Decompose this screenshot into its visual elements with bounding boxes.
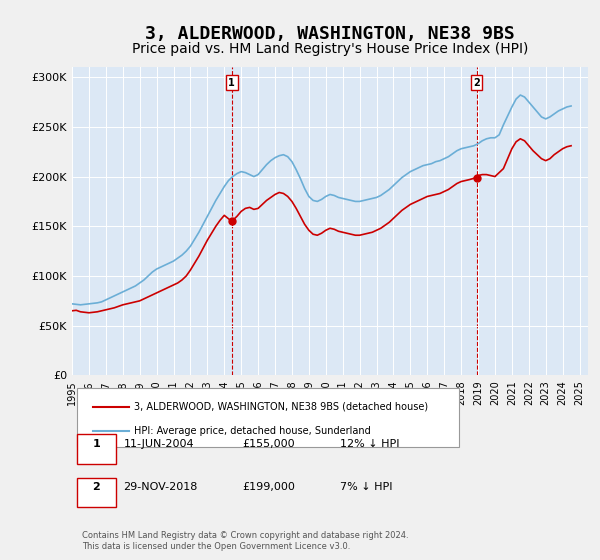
Text: 3, ALDERWOOD, WASHINGTON, NE38 9BS: 3, ALDERWOOD, WASHINGTON, NE38 9BS: [145, 25, 515, 43]
Text: 1: 1: [229, 78, 235, 87]
FancyBboxPatch shape: [77, 388, 459, 446]
Text: HPI: Average price, detached house, Sunderland: HPI: Average price, detached house, Sund…: [134, 426, 371, 436]
Text: 1: 1: [92, 439, 100, 449]
Text: 29-NOV-2018: 29-NOV-2018: [124, 482, 198, 492]
Text: 7% ↓ HPI: 7% ↓ HPI: [340, 482, 393, 492]
Text: £155,000: £155,000: [242, 439, 295, 449]
FancyBboxPatch shape: [77, 435, 116, 464]
Text: Price paid vs. HM Land Registry's House Price Index (HPI): Price paid vs. HM Land Registry's House …: [132, 42, 528, 56]
FancyBboxPatch shape: [77, 478, 116, 507]
Text: 2: 2: [473, 78, 480, 87]
Text: 2: 2: [92, 482, 100, 492]
Text: Contains HM Land Registry data © Crown copyright and database right 2024.
This d: Contains HM Land Registry data © Crown c…: [82, 531, 409, 551]
Text: 3, ALDERWOOD, WASHINGTON, NE38 9BS (detached house): 3, ALDERWOOD, WASHINGTON, NE38 9BS (deta…: [134, 402, 428, 412]
Text: £199,000: £199,000: [242, 482, 295, 492]
Text: 11-JUN-2004: 11-JUN-2004: [124, 439, 194, 449]
Text: 12% ↓ HPI: 12% ↓ HPI: [340, 439, 400, 449]
